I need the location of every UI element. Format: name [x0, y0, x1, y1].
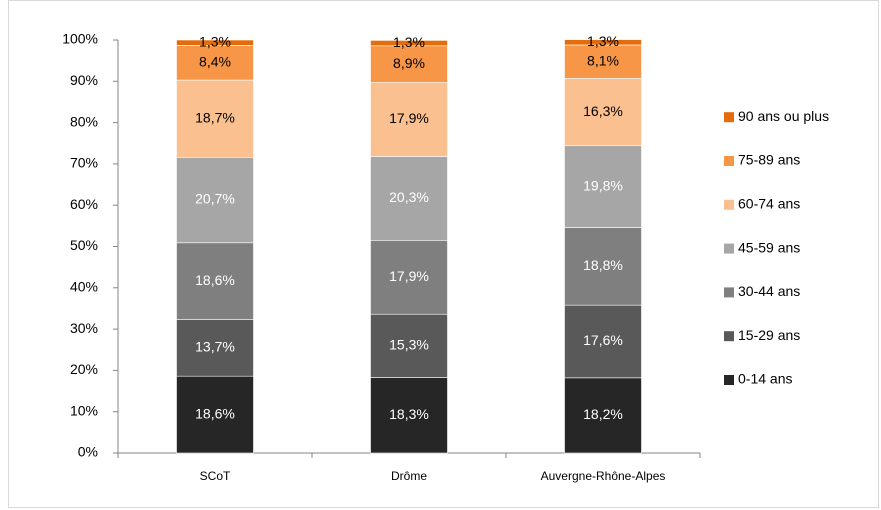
value-label: 18,8%	[583, 257, 623, 273]
legend-swatch	[724, 331, 734, 342]
bar-segment	[176, 319, 254, 377]
value-label: 18,6%	[195, 272, 235, 288]
bar-segment	[564, 227, 642, 306]
legend-label: 15-29 ans	[738, 327, 800, 343]
value-label: 17,6%	[583, 332, 623, 348]
bar-segment	[176, 39, 254, 46]
bar-segment	[176, 156, 254, 244]
legend-swatch	[724, 156, 734, 166]
bar-segment	[564, 44, 642, 79]
bar-segment	[564, 39, 642, 46]
legend-label: 0-14 ans	[738, 371, 792, 387]
y-tick-label: 70%	[70, 155, 98, 171]
legend-label: 90 ans ou plus	[738, 108, 829, 124]
legend-label: 30-44 ans	[738, 283, 800, 299]
value-label: 17,9%	[389, 110, 429, 126]
value-label: 20,7%	[195, 191, 235, 207]
value-label: 18,2%	[583, 406, 623, 422]
y-tick-label: 30%	[70, 320, 98, 336]
y-tick-label: 100%	[62, 31, 98, 47]
y-tick-label: 80%	[70, 113, 98, 129]
bar-segment	[370, 45, 448, 83]
value-label: 1,3%	[393, 34, 425, 50]
value-label: 18,3%	[389, 406, 429, 422]
y-tick-label: 10%	[70, 402, 98, 418]
legend-swatch	[724, 287, 734, 298]
bar-segment	[176, 242, 254, 320]
legend-label: 60-74 ans	[738, 196, 800, 212]
y-tick-label: 50%	[70, 237, 98, 253]
x-tick-label: SCoT	[200, 469, 231, 483]
bar-segment	[176, 79, 254, 158]
value-label: 20,3%	[389, 189, 429, 205]
value-label: 1,3%	[587, 33, 619, 49]
bar-segment	[370, 40, 448, 47]
bar-segment	[370, 156, 448, 241]
bar-segment	[564, 304, 642, 379]
x-tick-label: Auvergne-Rhône-Alpes	[541, 469, 666, 483]
y-tick-label: 0%	[78, 444, 98, 460]
value-label: 15,3%	[389, 337, 429, 353]
legend-swatch	[724, 375, 734, 385]
x-tick-label: Drôme	[391, 469, 427, 483]
y-tick-label: 20%	[70, 361, 98, 377]
bar-segment	[370, 240, 448, 315]
value-label: 16,3%	[583, 103, 623, 119]
chart-border	[8, 0, 879, 508]
bar-segment	[176, 375, 254, 454]
value-label: 8,4%	[199, 53, 231, 69]
legend-label: 75-89 ans	[738, 152, 800, 168]
value-label: 1,3%	[199, 33, 231, 49]
bar-segment	[564, 145, 642, 228]
legend-swatch	[724, 199, 734, 210]
bar-segment	[176, 45, 254, 81]
value-label: 8,1%	[587, 52, 619, 68]
bar-segment	[370, 377, 448, 454]
bar-segment	[370, 82, 448, 157]
value-label: 18,6%	[195, 405, 235, 421]
value-label: 18,7%	[195, 109, 235, 125]
bar-segment	[370, 313, 448, 378]
legend-label: 45-59 ans	[738, 239, 800, 255]
legend-swatch	[724, 243, 734, 254]
value-label: 13,7%	[195, 339, 235, 355]
legend-swatch	[724, 112, 734, 123]
y-tick-label: 90%	[70, 72, 98, 88]
value-label: 8,9%	[393, 55, 425, 71]
value-label: 19,8%	[583, 177, 623, 193]
y-tick-label: 60%	[70, 196, 98, 212]
y-tick-label: 40%	[70, 279, 98, 295]
bar-segment	[564, 377, 642, 454]
value-label: 17,9%	[389, 268, 429, 284]
